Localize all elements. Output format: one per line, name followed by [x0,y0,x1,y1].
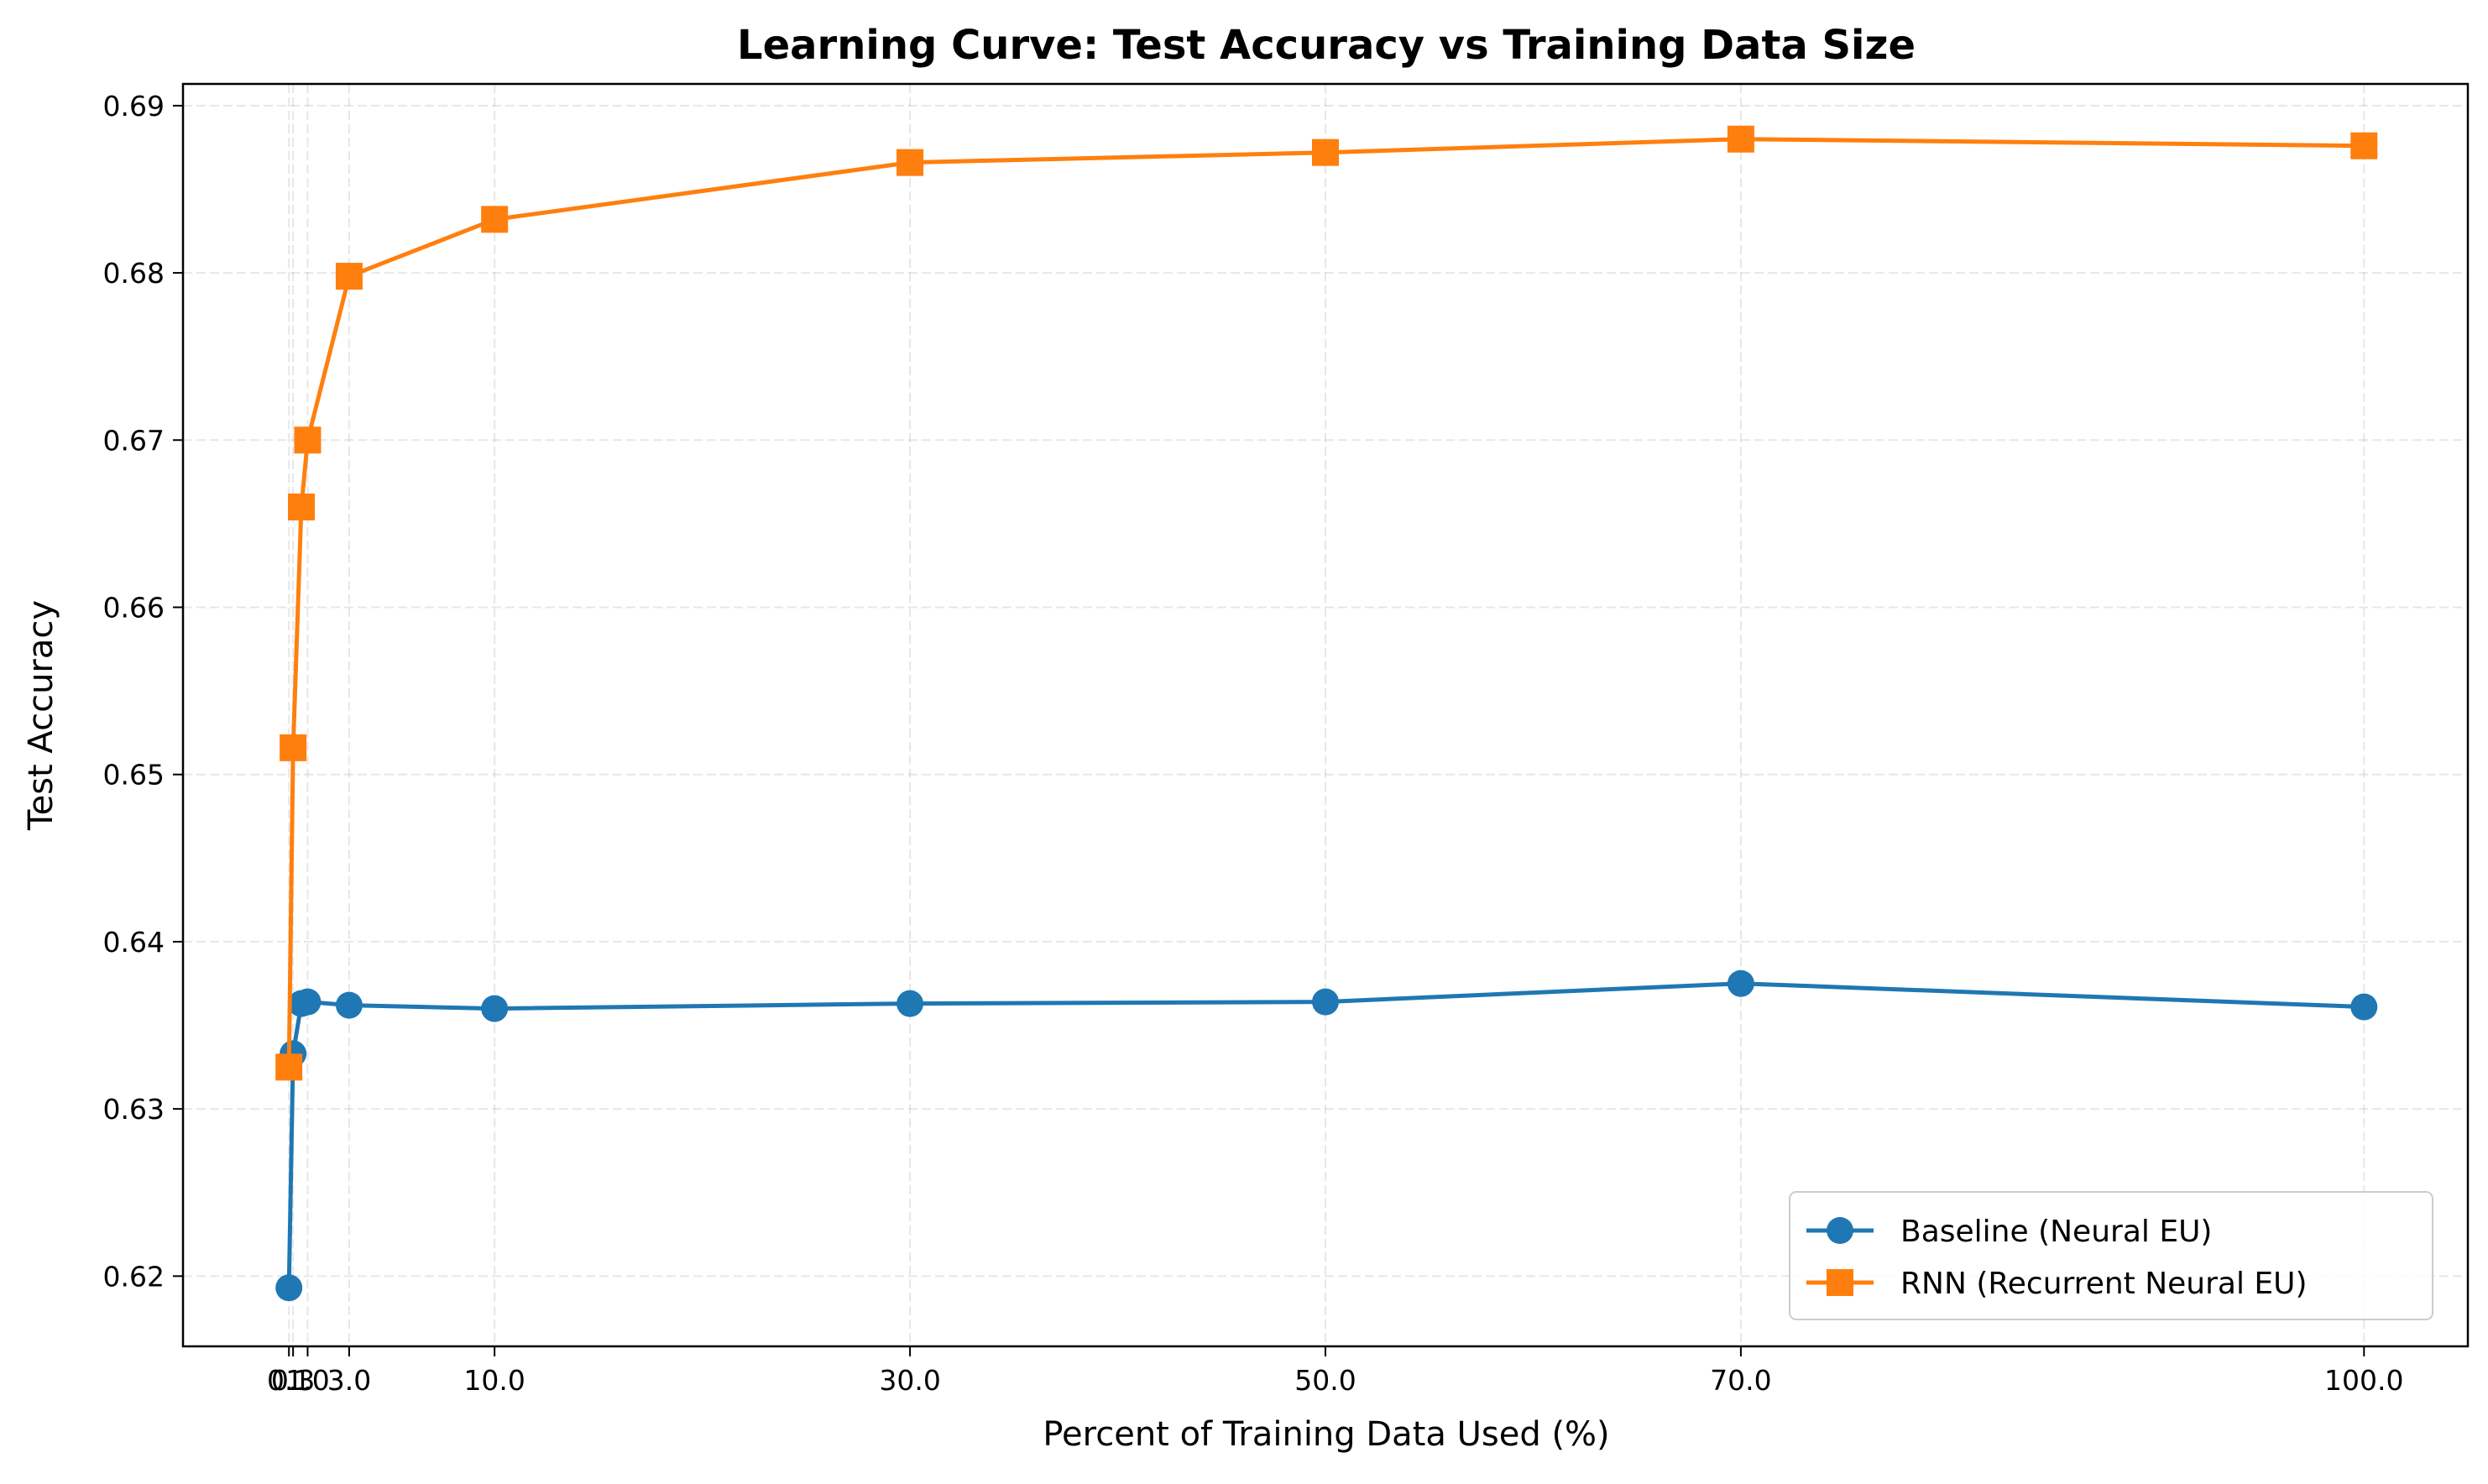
y-axis-label: Test Accuracy [22,600,60,831]
y-tick-label: 0.65 [103,759,165,792]
data-point [288,493,316,520]
legend-label: Baseline (Neural EU) [1900,1215,2212,1249]
data-point [1312,988,1339,1016]
y-tick-label: 0.68 [103,257,165,290]
grid-lines [183,84,2468,1346]
y-tick-label: 0.69 [103,90,165,123]
series-2 [275,125,2378,1081]
series-line [286,981,2365,1288]
x-tick-label: 0.3 [271,1364,315,1397]
x-tick-label: 30.0 [879,1364,940,1397]
data-point [1727,125,1754,153]
legend-marker [1827,1269,1853,1296]
legend: Baseline (Neural EU) RNN (Recurrent Neura… [1789,1191,2433,1320]
x-tick-label: 3.0 [327,1364,371,1397]
data-point [1727,969,1754,997]
series-1 [275,969,2378,1302]
data-point [896,149,924,176]
y-tick-label: 0.63 [103,1093,165,1126]
data-point [275,1274,303,1302]
data-point [335,991,363,1019]
legend-label: RNN (Recurrent Neural EU) [1900,1267,2308,1301]
data-point [481,995,509,1022]
y-tick-label: 0.66 [103,592,165,624]
data-point [896,990,924,1017]
x-axis-label: Percent of Training Data Used (%) [1043,1415,1609,1454]
legend-marker [1827,1217,1853,1244]
legend-entry: RNN (Recurrent Neural EU) [1806,1267,2308,1301]
y-tick-label: 0.62 [103,1260,165,1293]
x-tick-label: 100.0 [2324,1364,2403,1397]
data-point [2350,993,2378,1021]
x-tick-label: 50.0 [1294,1364,1356,1397]
series-layer [275,125,2378,1302]
y-tick-label: 0.64 [103,926,165,959]
x-tick-label: 70.0 [1710,1364,1771,1397]
chart-title: Learning Curve: Test Accuracy vs Trainin… [737,22,1916,69]
data-point [275,1053,303,1081]
data-point [335,263,363,290]
x-tick-label: 0.1 [267,1364,311,1397]
data-point [481,206,509,233]
data-point [1312,138,1339,166]
legend-entry: Baseline (Neural EU) [1806,1215,2212,1249]
x-tick-label: 10.0 [463,1364,525,1397]
data-point [294,988,321,1016]
legend-box [1789,1191,2433,1320]
data-point [294,426,321,454]
x-tick-label: 1.0 [285,1364,329,1397]
series-line [286,137,2365,1068]
y-tick-label: 0.67 [103,424,165,457]
y-axis-ticks: 0.62 0.63 0.64 0.65 0.66 0.67 0.68 0.69 [103,90,183,1293]
data-point [280,734,307,761]
x-axis-ticks: 0.10.31.03.0 10.0 30.0 50.0 70.0 100.0 [267,1346,2404,1397]
data-point [2350,132,2378,159]
